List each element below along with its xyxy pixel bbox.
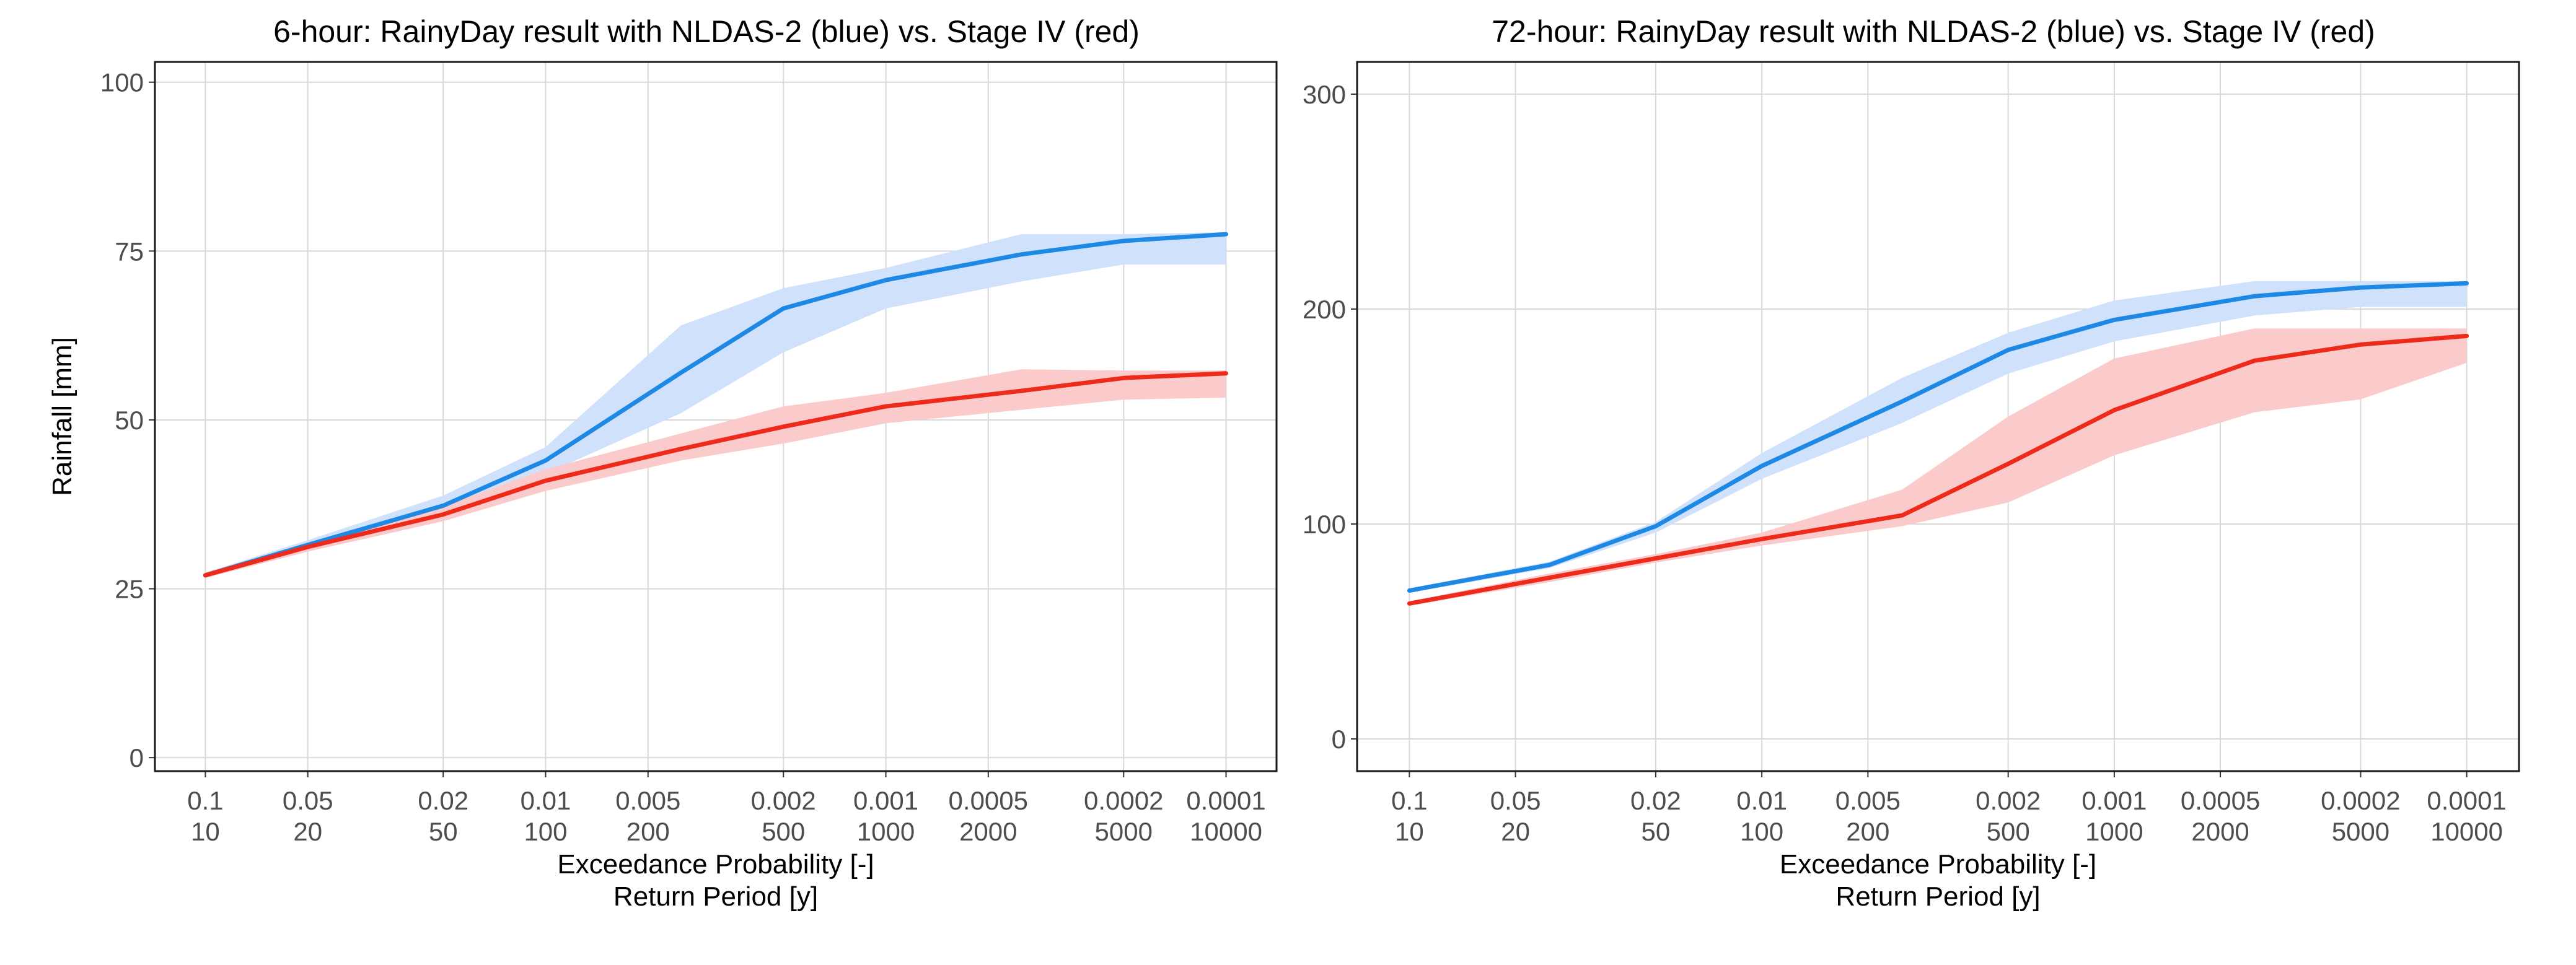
chart-title: 6-hour: RainyDay result with NLDAS-2 (bl…	[273, 14, 1140, 49]
x-tick-label-return-period: 50	[429, 817, 458, 846]
x-tick-label-probability: 0.1	[187, 786, 223, 815]
plot-border	[1356, 61, 2520, 772]
x-tick-label-return-period: 20	[293, 817, 322, 846]
y-tick-label: 0	[1332, 725, 1346, 754]
plot-border	[154, 61, 1278, 772]
x-tick-label-probability: 0.0002	[1084, 786, 1163, 815]
x-tick-label-probability: 0.05	[283, 786, 333, 815]
x-tick-label-probability: 0.0001	[1186, 786, 1265, 815]
x-tick-label-return-period: 100	[1740, 817, 1783, 846]
x-tick-label-return-period: 200	[626, 817, 670, 846]
x-tick-label-probability: 0.0001	[2427, 786, 2506, 815]
x-tick-label-return-period: 20	[1501, 817, 1530, 846]
y-tick-label: 100	[1303, 510, 1346, 539]
chart-6-hour: 6-hour: RainyDay result with NLDAS-2 (bl…	[47, 14, 1278, 912]
series-0-line	[1407, 281, 2469, 593]
plot-area	[1357, 62, 2519, 771]
x-tick-label-probability: 0.1	[1391, 786, 1427, 815]
series-1-uncertainty-band	[205, 369, 1226, 579]
x-tick-label-probability: 0.01	[1736, 786, 1787, 815]
x-tick-label-probability: 0.01	[521, 786, 571, 815]
series-0-line	[203, 232, 1228, 578]
x-tick-label-probability: 0.05	[1490, 786, 1541, 815]
x-axis-label-secondary: Return Period [y]	[1835, 881, 2040, 912]
x-tick-label-probability: 0.0002	[2321, 786, 2400, 815]
y-tick-label: 300	[1303, 80, 1346, 109]
x-axis-label: Exceedance Probability [-]	[1780, 849, 2096, 880]
x-tick-label-return-period: 2000	[959, 817, 1017, 846]
series-1-line	[203, 371, 1228, 578]
y-tick-label: 50	[115, 406, 144, 435]
y-tick-label: 25	[115, 575, 144, 604]
chart-title: 72-hour: RainyDay result with NLDAS-2 (b…	[1492, 14, 2375, 49]
x-tick-label-probability: 0.001	[853, 786, 918, 815]
x-axis-label: Exceedance Probability [-]	[557, 849, 874, 880]
y-tick-label: 200	[1303, 295, 1346, 324]
x-tick-label-probability: 0.02	[418, 786, 468, 815]
series-0-uncertainty-band	[205, 232, 1226, 579]
y-tick-label: 75	[115, 237, 144, 266]
right-chart-panel: 72-hour: RainyDay result with NLDAS-2 (b…	[1283, 0, 2576, 965]
x-tick-label-probability: 0.002	[1976, 786, 2041, 815]
x-tick-label-return-period: 5000	[2332, 817, 2389, 846]
x-tick-label-return-period: 10	[191, 817, 220, 846]
y-tick-label: 0	[130, 743, 144, 772]
chart-72-hour: 72-hour: RainyDay result with NLDAS-2 (b…	[1303, 14, 2520, 912]
x-tick-label-return-period: 10000	[2430, 817, 2503, 846]
x-tick-label-return-period: 200	[1846, 817, 1889, 846]
x-tick-label-return-period: 10	[1395, 817, 1424, 846]
x-tick-label-probability: 0.0005	[2181, 786, 2260, 815]
x-tick-label-probability: 0.005	[1835, 786, 1901, 815]
x-tick-label-return-period: 500	[762, 817, 805, 846]
x-tick-label-return-period: 500	[1987, 817, 2030, 846]
plot-area	[155, 62, 1277, 771]
x-tick-label-probability: 0.001	[2081, 786, 2147, 815]
x-tick-label-return-period: 2000	[2191, 817, 2249, 846]
x-tick-label-return-period: 50	[1642, 817, 1671, 846]
x-tick-label-return-period: 10000	[1190, 817, 1262, 846]
left-chart-panel: 6-hour: RainyDay result with NLDAS-2 (bl…	[0, 0, 1283, 965]
x-tick-label-return-period: 1000	[2085, 817, 2143, 846]
x-tick-label-return-period: 5000	[1095, 817, 1153, 846]
series-1-uncertainty-band	[1409, 328, 2467, 606]
x-tick-label-probability: 0.002	[751, 786, 816, 815]
y-axis-label: Rainfall [mm]	[47, 337, 77, 496]
x-tick-label-return-period: 1000	[857, 817, 915, 846]
y-tick-label: 100	[100, 68, 144, 97]
x-tick-label-probability: 0.005	[615, 786, 680, 815]
x-tick-label-probability: 0.0005	[949, 786, 1028, 815]
x-tick-label-probability: 0.02	[1630, 786, 1681, 815]
series-1-line	[1407, 333, 2469, 606]
x-tick-label-return-period: 100	[524, 817, 567, 846]
x-axis-label-secondary: Return Period [y]	[613, 881, 818, 912]
